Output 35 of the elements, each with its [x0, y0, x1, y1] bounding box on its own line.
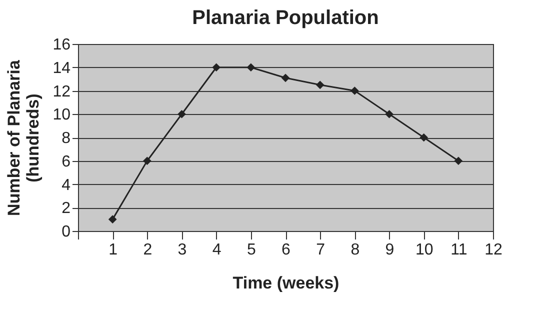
point [212, 63, 221, 72]
y-tick-label: 12 [52, 83, 71, 100]
y-tick-label: 4 [62, 176, 71, 194]
x-tick-label: 12 [484, 242, 502, 258]
x-tick-label: 9 [385, 242, 394, 258]
point [454, 156, 463, 166]
point [142, 156, 152, 166]
x-axis-title: Time (weeks) [232, 274, 340, 292]
x-tick-label: 11 [450, 242, 468, 258]
x-tick-label: 2 [143, 242, 152, 258]
point [385, 110, 394, 118]
y-tick-label: 0 [62, 224, 71, 240]
chart-title: Planaria Population [192, 7, 379, 29]
y-tick-label: 10 [52, 106, 71, 124]
y-axis-title: Number of Planaria (hundreds) [4, 60, 43, 216]
x-tick-label: 8 [350, 242, 360, 258]
x-tick-label: 10 [415, 242, 434, 258]
y-tick-label: 6 [62, 153, 71, 170]
point [420, 133, 428, 142]
point [178, 110, 186, 118]
x-tick-label: 6 [282, 242, 291, 258]
x-tick-label: 7 [316, 242, 326, 258]
point [281, 74, 290, 82]
y-tick-label: 2 [62, 200, 71, 218]
y-tick-label: 14 [52, 60, 71, 77]
point [350, 86, 359, 95]
point [246, 63, 256, 72]
point [316, 80, 324, 90]
x-tick-label: 3 [178, 242, 187, 258]
x-tick-label: 1 [108, 242, 118, 258]
x-tick-label: 4 [212, 242, 222, 258]
x-tick-label: 5 [246, 242, 256, 258]
y-tick-label: 16 [52, 36, 71, 54]
point [108, 215, 117, 224]
y-tick-label: 8 [62, 130, 71, 147]
